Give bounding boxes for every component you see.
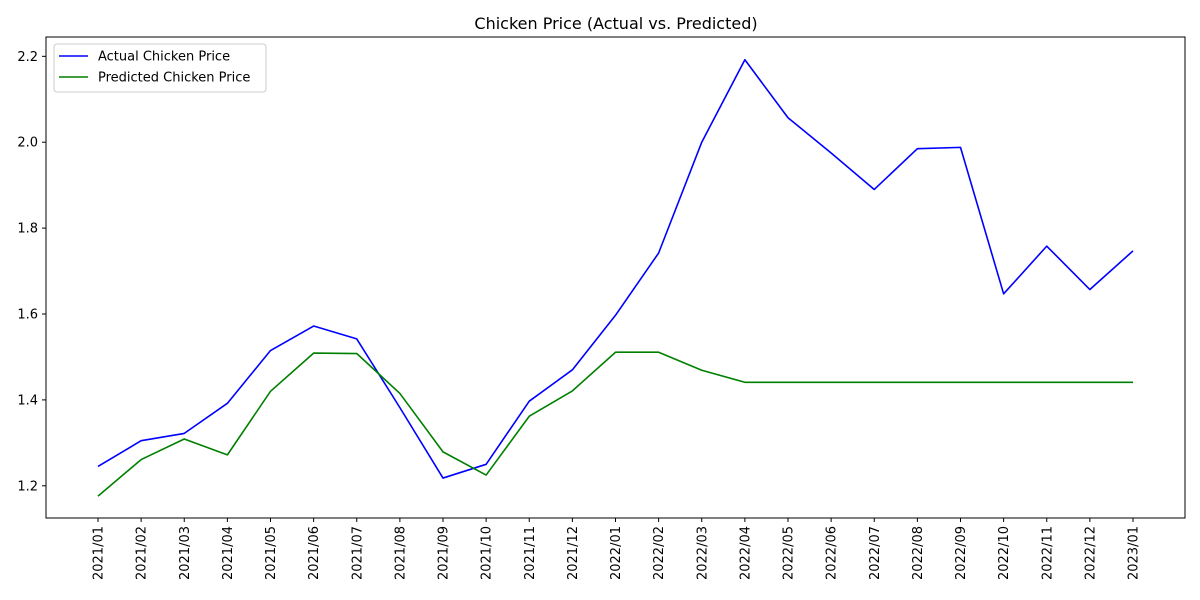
x-tick-label: 2022/09 [954, 526, 969, 580]
x-tick-label: 2021/02 [135, 526, 150, 580]
x-tick-label: 2022/07 [868, 526, 883, 580]
x-tick-label: 2021/06 [307, 526, 322, 580]
x-tick-label: 2021/12 [566, 526, 581, 580]
y-axis: 1.2 1.4 1.6 1.8 2.0 2.2 [17, 50, 46, 494]
y-tick-label: 1.8 [17, 222, 38, 237]
x-tick-label: 2022/06 [825, 526, 840, 580]
y-tick-label: 2.0 [17, 136, 38, 151]
legend-label: Predicted Chicken Price [98, 71, 250, 86]
legend-label: Actual Chicken Price [98, 50, 230, 65]
x-tick-label: 2022/05 [782, 526, 797, 580]
x-tick-label: 2022/03 [695, 526, 710, 580]
x-tick-label: 2021/08 [393, 526, 408, 580]
x-tick-label: 2022/12 [1083, 526, 1098, 580]
x-tick-label: 2021/07 [350, 526, 365, 580]
y-tick-label: 1.2 [17, 479, 38, 494]
x-tick-label: 2023/01 [1127, 526, 1142, 580]
series-line-actual [97, 58, 1134, 479]
x-tick-label: 2021/05 [264, 526, 279, 580]
x-axis: 2021/01 2021/02 2021/03 2021/04 2021/05 2021/… [92, 518, 1142, 580]
x-tick-label: 2022/10 [997, 526, 1012, 580]
y-tick-label: 1.6 [17, 308, 38, 323]
plot-area [45, 36, 1186, 519]
x-tick-label: 2021/03 [178, 526, 193, 580]
plot-frame [45, 36, 1186, 519]
series-line-predicted [97, 351, 1133, 497]
x-tick-label: 2022/01 [609, 526, 624, 580]
legend-frame [53, 43, 267, 93]
x-tick-label: 2021/04 [221, 526, 236, 580]
y-tick-label: 2.2 [17, 50, 38, 65]
legend: Actual Chicken Price Predicted Chicken Pr… [53, 43, 267, 93]
x-tick-label: 2021/09 [437, 526, 452, 580]
x-tick-label: 2022/08 [911, 526, 926, 580]
x-tick-label: 2022/04 [738, 526, 753, 580]
x-tick-label: 2021/01 [92, 526, 107, 580]
x-tick-label: 2022/02 [652, 526, 667, 580]
x-tick-label: 2021/10 [480, 526, 495, 580]
x-tick-label: 2022/11 [1040, 526, 1055, 580]
x-tick-label: 2021/11 [523, 526, 538, 580]
chart-title: Chicken Price (Actual vs. Predicted) [474, 14, 757, 33]
y-tick-label: 1.4 [17, 393, 38, 408]
